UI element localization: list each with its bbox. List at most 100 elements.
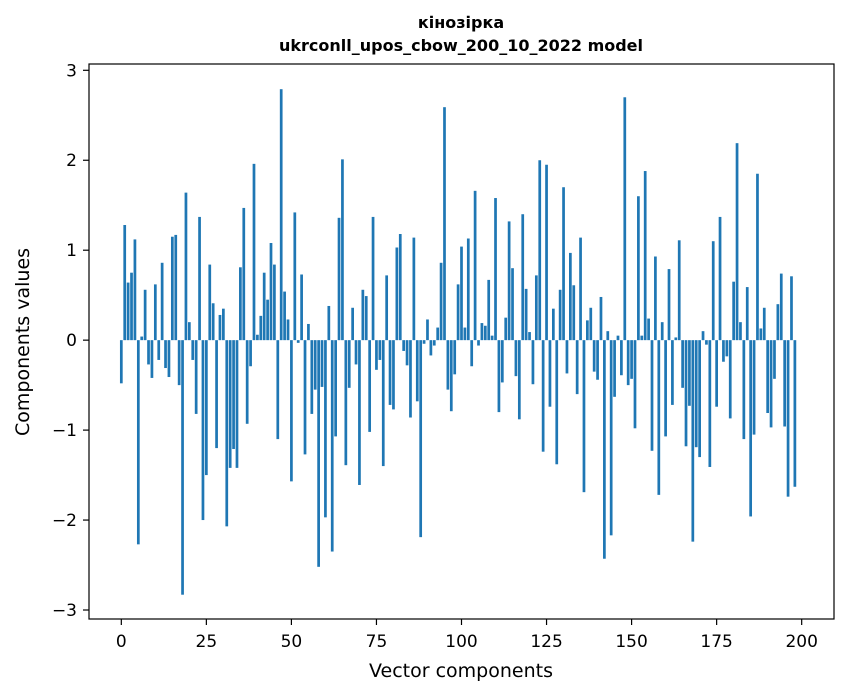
- bar-110: [494, 198, 497, 341]
- bar-68: [351, 307, 354, 341]
- bar-46: [276, 340, 280, 440]
- bar-102: [466, 238, 470, 341]
- bar-158: [657, 340, 661, 495]
- bar-121: [531, 340, 535, 385]
- bar-29: [218, 314, 222, 341]
- bar-133: [572, 285, 576, 341]
- bar-184: [745, 287, 749, 341]
- bar-98: [453, 340, 457, 375]
- bar-14: [167, 340, 171, 378]
- bar-187: [756, 173, 759, 341]
- bar-54: [303, 340, 307, 455]
- bar-175: [715, 340, 718, 407]
- bar-19: [184, 192, 188, 341]
- bar-130: [562, 187, 565, 341]
- bar-191: [769, 340, 773, 428]
- bar-116: [514, 340, 518, 377]
- bar-132: [569, 252, 572, 341]
- bar-150: [630, 340, 633, 379]
- bar-189: [762, 307, 766, 341]
- bar-181: [735, 143, 739, 341]
- bar-178: [725, 340, 729, 357]
- bar-161: [667, 269, 671, 341]
- bar-89: [422, 340, 426, 344]
- bar-135: [579, 237, 582, 341]
- bar-24: [201, 340, 205, 521]
- bar-107: [483, 325, 487, 341]
- bar-25: [205, 340, 208, 476]
- bar-49: [286, 319, 290, 341]
- bar-62: [330, 340, 334, 552]
- bar-180: [732, 281, 736, 341]
- bar-138: [589, 307, 593, 341]
- bar-39: [252, 163, 256, 341]
- x-axis-title: Vector components: [369, 660, 553, 682]
- bar-20: [187, 322, 191, 341]
- bar-183: [742, 340, 746, 440]
- y-tick-label: 1: [66, 241, 77, 261]
- bar-83: [402, 340, 406, 351]
- bar-155: [647, 318, 650, 341]
- bar-16: [174, 234, 178, 341]
- bar-196: [786, 340, 790, 497]
- bar-28: [215, 340, 218, 449]
- bar-2: [126, 282, 130, 341]
- bar-78: [385, 275, 389, 341]
- bar-114: [507, 221, 511, 341]
- bar-118: [521, 214, 525, 341]
- bar-120: [528, 332, 531, 341]
- bar-106: [480, 323, 484, 341]
- bar-174: [711, 241, 715, 341]
- bar-12: [160, 262, 164, 341]
- bar-173: [708, 340, 712, 467]
- bar-123: [538, 160, 542, 341]
- bar-27: [211, 303, 215, 341]
- bar-6: [140, 336, 144, 341]
- bar-86: [412, 237, 416, 341]
- y-tick-label: 3: [66, 61, 77, 81]
- bar-127: [551, 308, 555, 341]
- bar-157: [654, 256, 657, 341]
- bar-100: [460, 246, 463, 341]
- y-axis-ticks: −3 −2 −1 0 1 2 3: [52, 61, 89, 621]
- bar-10: [153, 284, 157, 341]
- bar-45: [273, 264, 276, 341]
- bar-170: [698, 340, 701, 458]
- bar-22: [194, 340, 198, 414]
- bar-0: [119, 340, 123, 384]
- bar-18: [181, 340, 184, 595]
- bar-193: [776, 304, 780, 341]
- x-tick-label: 175: [700, 632, 732, 652]
- bar-32: [228, 340, 232, 468]
- chart-title: кінозірка: [418, 13, 504, 32]
- bar-70: [358, 340, 361, 485]
- bar-48: [283, 291, 286, 341]
- bar-4: [133, 239, 137, 341]
- bar-47: [279, 89, 283, 341]
- x-tick-label: 50: [281, 632, 303, 652]
- bar-80: [392, 340, 395, 410]
- bar-74: [371, 216, 375, 341]
- bar-77: [381, 340, 385, 467]
- bar-26: [208, 264, 212, 341]
- bar-23: [198, 216, 201, 341]
- y-tick-label: 2: [66, 151, 77, 171]
- bar-142: [603, 340, 606, 559]
- bar-79: [388, 340, 392, 405]
- bar-94: [439, 262, 443, 341]
- bar-101: [463, 327, 467, 341]
- bar-148: [623, 97, 627, 341]
- x-tick-label: 25: [196, 632, 218, 652]
- bar-84: [405, 340, 409, 366]
- y-tick-label: −3: [52, 601, 77, 621]
- bar-168: [691, 340, 695, 542]
- bar-73: [368, 340, 372, 432]
- bar-154: [643, 171, 647, 341]
- bar-192: [773, 340, 776, 379]
- x-tick-label: 0: [116, 632, 127, 652]
- bar-115: [511, 268, 514, 341]
- bar-167: [688, 340, 691, 406]
- bar-9: [150, 340, 154, 378]
- x-tick-label: 200: [785, 632, 817, 652]
- bars-group: [119, 89, 797, 595]
